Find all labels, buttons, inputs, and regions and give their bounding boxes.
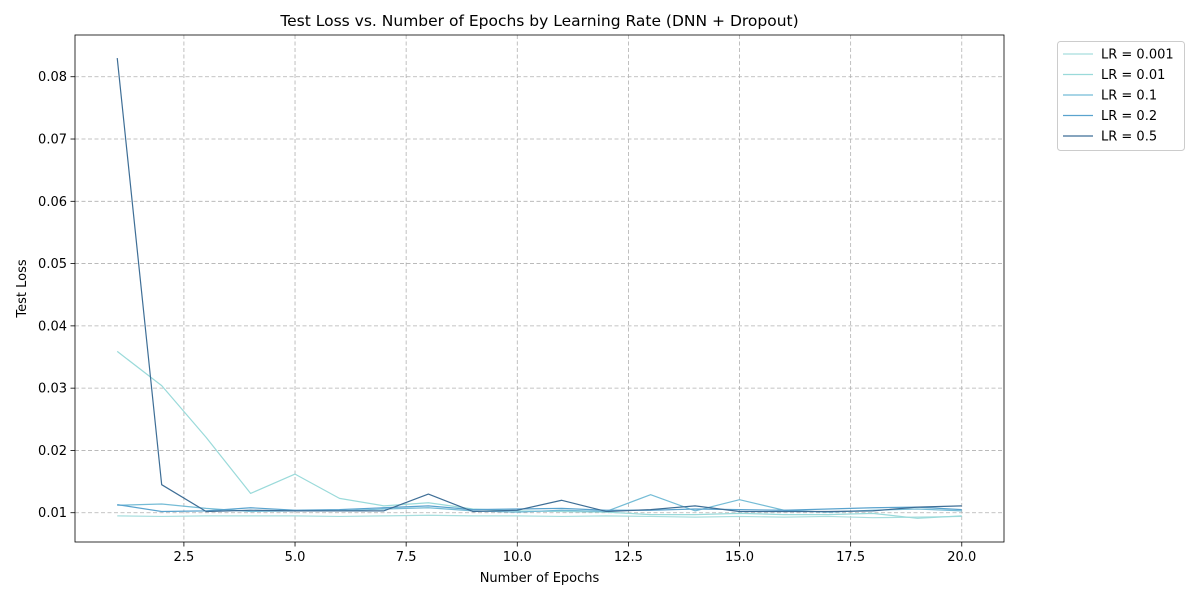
- y-tick-label: 0.01: [38, 506, 67, 521]
- x-tick-label: 5.0: [285, 550, 306, 565]
- legend-label: LR = 0.001: [1101, 48, 1174, 63]
- y-tick-label: 0.05: [38, 257, 67, 272]
- y-axis: 0.01 0.02 0.03 0.04 0.05 0.06 0.07 0.08: [38, 70, 75, 521]
- series-line-3: [117, 494, 962, 513]
- series-lines: [116, 57, 962, 519]
- legend-label: LR = 0.1: [1101, 89, 1157, 104]
- y-tick-label: 0.03: [38, 382, 67, 397]
- grid-lines: [75, 35, 1004, 542]
- y-axis-title: Test Loss: [15, 259, 30, 318]
- series-line-1: [117, 514, 962, 519]
- chart-title: Test Loss vs. Number of Epochs by Learni…: [279, 12, 798, 30]
- y-tick-label: 0.06: [38, 195, 67, 210]
- x-tick-label: 17.5: [836, 550, 865, 565]
- legend-label: LR = 0.01: [1101, 68, 1165, 83]
- x-axis: 2.5 5.0 7.5 10.0 12.5 15.0 17.5 20.0: [174, 542, 976, 565]
- x-tick-label: 10.0: [503, 550, 532, 565]
- x-axis-title: Number of Epochs: [480, 571, 600, 586]
- y-tick-label: 0.02: [38, 444, 67, 459]
- series-line-4: [117, 504, 962, 513]
- x-tick-label: 2.5: [174, 550, 195, 565]
- legend-label: LR = 0.2: [1101, 109, 1157, 124]
- y-tick-label: 0.07: [38, 133, 67, 148]
- y-tick-label: 0.04: [38, 319, 67, 334]
- y-tick-label: 0.08: [38, 70, 67, 85]
- x-tick-label: 12.5: [614, 550, 643, 565]
- legend: LR = 0.001 LR = 0.01 LR = 0.1 LR = 0.2 LR = …: [1057, 41, 1185, 151]
- x-tick-label: 20.0: [947, 550, 976, 565]
- series-line-5: [116, 57, 962, 513]
- x-tick-label: 15.0: [725, 550, 754, 565]
- plot-area: [74, 34, 1005, 543]
- legend-box: [1057, 41, 1185, 151]
- series-line-2: [116, 350, 962, 519]
- legend-label: LR = 0.5: [1101, 130, 1157, 145]
- x-tick-label: 7.5: [396, 550, 417, 565]
